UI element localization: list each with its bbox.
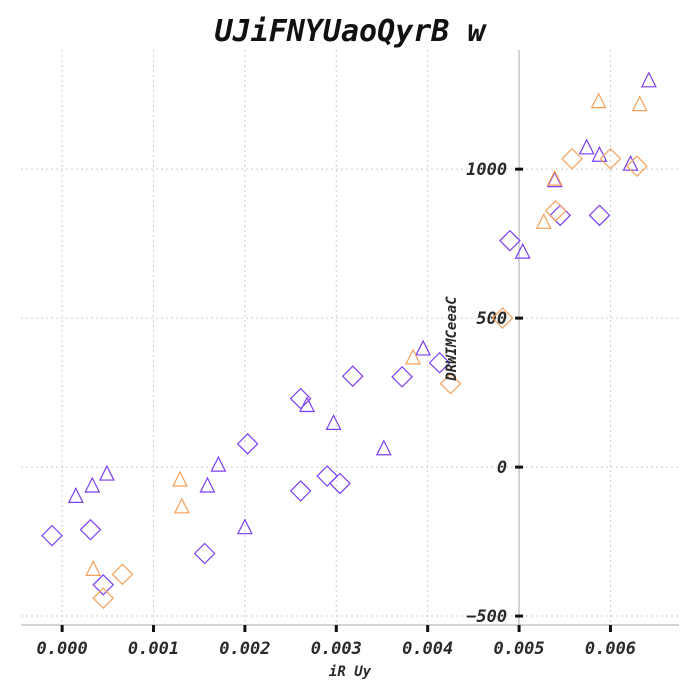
diamond-marker (499, 229, 521, 252)
triangle-marker (85, 560, 102, 576)
triangle-marker (405, 348, 422, 365)
triangle-marker (590, 92, 607, 109)
triangle-marker (535, 212, 552, 229)
diamond-marker (289, 387, 312, 410)
x-tick-label: 0.002 (219, 639, 270, 659)
diamond-marker (329, 472, 351, 495)
diamond-marker (599, 147, 622, 170)
triangle-marker (514, 242, 531, 259)
diamond-marker (588, 204, 611, 227)
triangle-marker (415, 339, 432, 356)
triangle-marker (546, 171, 563, 188)
x-tick-label: 0.005 (493, 639, 544, 659)
triangle-marker (172, 470, 188, 487)
y-axis-label: DRWIMCeeaC (444, 296, 460, 382)
x-tick-label: 0.004 (402, 639, 453, 659)
diamond-marker (316, 465, 339, 487)
y-tick-label: 0 (497, 458, 507, 478)
triangle-marker (578, 138, 595, 155)
triangle-marker (67, 487, 84, 504)
triangle-marker (199, 476, 216, 493)
x-tick-label: 0.006 (585, 639, 636, 659)
triangle-marker (375, 439, 392, 456)
y-tick-label: 500 (476, 309, 507, 329)
triangle-marker (325, 414, 342, 431)
diamond-marker (41, 524, 63, 547)
diamond-marker (428, 351, 451, 374)
x-tick-label: 0.001 (128, 639, 179, 659)
triangle-marker (236, 518, 253, 535)
diamond-marker (111, 563, 134, 586)
x-tick-label: 0.003 (311, 639, 362, 659)
x-axis-label: iR Uy (329, 664, 372, 680)
ticks: 0.000 0.001 0.002 0.003 0.004 0.005 0.006 −500 0… (37, 160, 637, 659)
diamond-marker (289, 480, 312, 502)
diamond-marker (92, 587, 115, 610)
axes (21, 50, 679, 626)
diamond-marker (236, 433, 259, 455)
diamond-marker (491, 307, 514, 329)
diamond-marker (391, 365, 413, 388)
diamond-marker (193, 542, 216, 565)
triangle-marker (84, 476, 101, 493)
y-tick-label: −500 (466, 607, 507, 627)
diamond-marker (549, 204, 572, 227)
diamond-marker (626, 155, 648, 178)
data-points (41, 71, 657, 610)
triangle-marker (591, 145, 608, 162)
gridlines (21, 50, 679, 625)
diamond-marker (92, 573, 115, 596)
diamond-marker (544, 200, 567, 222)
triangle-marker (640, 71, 657, 88)
triangle-marker (299, 396, 316, 413)
x-tick-label: 0.000 (37, 639, 88, 659)
y-tick-label: 1000 (466, 160, 507, 180)
triangle-marker (173, 497, 190, 514)
diamond-marker (79, 518, 102, 541)
diamond-marker (439, 372, 462, 395)
chart-title: UJiFNYUaoQyrB w (214, 14, 486, 49)
triangle-marker (98, 464, 115, 481)
triangle-marker (210, 455, 227, 472)
triangle-marker (546, 169, 563, 186)
diamond-marker (561, 147, 583, 170)
triangle-marker (631, 95, 648, 112)
diamond-marker (341, 365, 364, 388)
